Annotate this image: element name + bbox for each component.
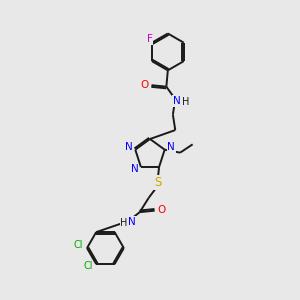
Text: N: N bbox=[125, 142, 133, 152]
Text: N: N bbox=[173, 96, 181, 106]
Text: S: S bbox=[154, 176, 161, 189]
Text: O: O bbox=[157, 205, 165, 215]
Text: O: O bbox=[141, 80, 149, 90]
Text: N: N bbox=[128, 217, 136, 227]
Text: N: N bbox=[167, 142, 175, 152]
Text: Cl: Cl bbox=[83, 260, 93, 271]
Text: F: F bbox=[147, 34, 152, 44]
Text: Cl: Cl bbox=[74, 240, 83, 250]
Text: H: H bbox=[120, 218, 128, 227]
Text: N: N bbox=[130, 164, 138, 174]
Text: H: H bbox=[182, 97, 189, 106]
